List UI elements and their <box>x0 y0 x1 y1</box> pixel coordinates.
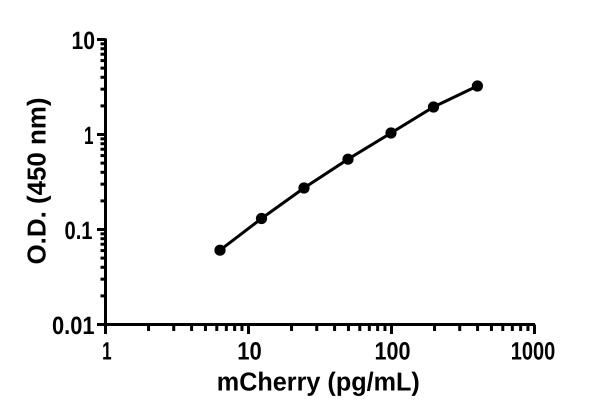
svg-text:mCherry (pg/mL): mCherry (pg/mL) <box>217 367 420 397</box>
svg-text:1: 1 <box>102 338 112 366</box>
svg-text:0.1: 0.1 <box>65 217 93 245</box>
svg-text:100: 100 <box>375 338 411 366</box>
svg-text:10: 10 <box>237 338 262 366</box>
svg-text:10: 10 <box>72 27 96 55</box>
svg-text:1000: 1000 <box>511 338 556 366</box>
svg-text:1: 1 <box>84 122 94 150</box>
svg-text:O.D. (450 nm): O.D. (450 nm) <box>22 98 52 265</box>
svg-text:0.01: 0.01 <box>52 312 95 340</box>
